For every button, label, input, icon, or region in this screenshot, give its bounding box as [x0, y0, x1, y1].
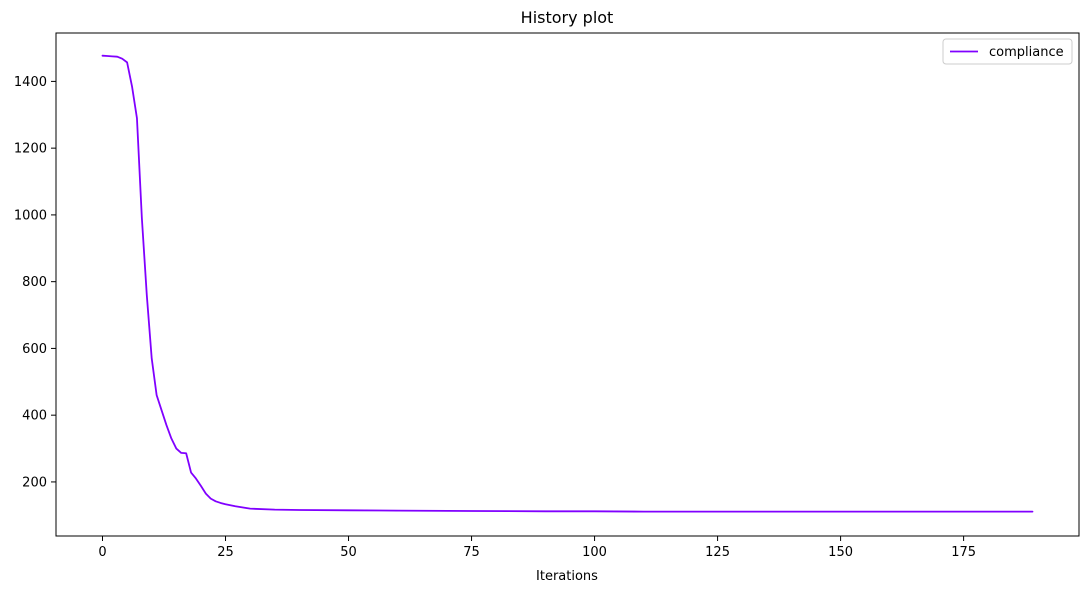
- x-tick-label: 175: [951, 545, 976, 560]
- chart-title: History plot: [521, 8, 614, 27]
- x-tick-label: 0: [98, 545, 106, 560]
- legend-label-compliance: compliance: [989, 45, 1064, 60]
- y-axis: 200 400 600 800 1000 1200 1400: [14, 75, 56, 490]
- y-tick-label: 1200: [14, 142, 47, 157]
- y-tick-label: 200: [22, 475, 47, 490]
- axes-frame: [55, 32, 1080, 537]
- x-tick-label: 125: [705, 545, 730, 560]
- x-tick-label: 50: [340, 545, 357, 560]
- y-tick-label: 1400: [14, 75, 47, 90]
- plot-area: [101, 54, 1034, 513]
- x-axis: 0 25 50 75 100 125 150 175: [98, 536, 976, 560]
- y-tick-label: 800: [22, 275, 47, 290]
- y-tick-label: 600: [22, 342, 47, 357]
- y-tick-label: 1000: [14, 208, 47, 223]
- y-tick-label: 400: [22, 409, 47, 424]
- legend: compliance: [942, 38, 1073, 65]
- x-tick-label: 100: [582, 545, 607, 560]
- x-tick-label: 25: [217, 545, 234, 560]
- x-tick-label: 150: [828, 545, 853, 560]
- legend-box: [942, 38, 1073, 65]
- x-tick-label: 75: [463, 545, 480, 560]
- x-axis-label: Iterations: [536, 569, 598, 584]
- series-line-compliance: [101, 54, 1034, 513]
